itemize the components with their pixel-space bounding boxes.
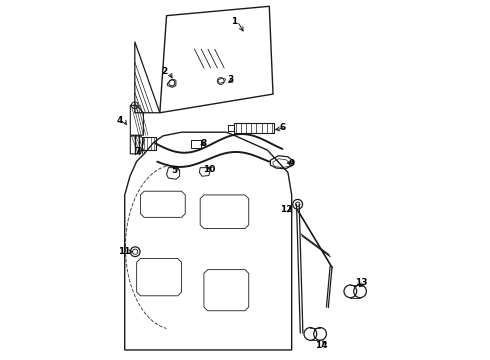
Text: 12: 12 bbox=[280, 206, 293, 215]
Text: 9: 9 bbox=[289, 159, 295, 168]
Text: 6: 6 bbox=[279, 123, 286, 132]
Text: 8: 8 bbox=[201, 139, 207, 148]
Text: 14: 14 bbox=[315, 341, 328, 350]
Text: 10: 10 bbox=[203, 165, 216, 174]
Text: 13: 13 bbox=[355, 278, 367, 287]
Text: 1: 1 bbox=[231, 17, 237, 26]
Text: 4: 4 bbox=[117, 116, 123, 125]
Text: 5: 5 bbox=[171, 166, 177, 175]
Bar bbox=[191, 140, 201, 148]
Text: 2: 2 bbox=[162, 67, 168, 76]
Text: 3: 3 bbox=[227, 75, 233, 84]
Text: 11: 11 bbox=[119, 247, 131, 256]
Text: 7: 7 bbox=[134, 148, 141, 157]
